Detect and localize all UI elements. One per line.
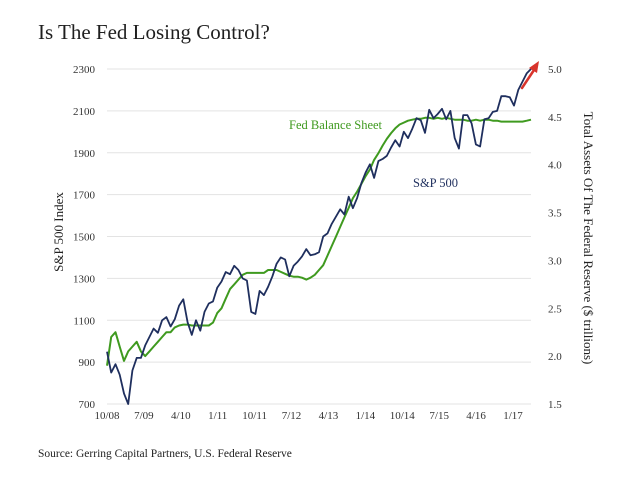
fed-balance-sheet-annotation: Fed Balance Sheet [289,118,383,132]
x-tick-label: 1/11 [208,410,227,422]
x-tick-label: 1/17 [503,410,523,422]
x-tick-label: 4/10 [171,410,191,422]
x-tick-label: 4/16 [466,410,486,422]
series-lines [106,68,532,405]
x-tick-label: 7/12 [282,410,302,422]
chart-title: Is The Fed Losing Control? [38,20,270,44]
x-tick-label: 7/15 [429,410,449,422]
red-arrow-icon [520,61,539,90]
source-note: Source: Gerring Capital Partners, U.S. F… [38,448,292,460]
y2-tick-label: 2.0 [548,351,562,363]
x-axis-ticks: 10/08 7/09 4/10 1/11 10/11 7/12 4/13 1/14 10/14 7… [94,410,523,422]
y-tick-label: 900 [79,357,96,369]
y2-tick-label: 4.0 [548,160,562,172]
y-tick-label: 1100 [73,315,95,327]
fed-balance-sheet-line [106,116,532,366]
right-axis-ticks: 1.5 2.0 2.5 3.0 3.5 4.0 4.5 5.0 [548,64,562,411]
sp500-annotation: S&P 500 [413,176,458,190]
x-tick-label: 10/11 [242,410,267,422]
y-tick-label: 2100 [73,106,96,118]
y-tick-label: 1300 [73,273,96,285]
x-tick-label: 10/08 [94,410,120,422]
x-tick-label: 4/13 [319,410,339,422]
y2-tick-label: 3.5 [548,208,562,220]
left-axis-ticks: 700 900 1100 1300 1500 1700 1900 2100 2300 [73,64,96,411]
x-tick-label: 10/14 [390,410,416,422]
y2-tick-label: 1.5 [548,399,562,411]
sp500-line [106,68,532,405]
y2-tick-label: 4.5 [548,112,562,124]
y-tick-label: 700 [79,399,96,411]
y2-tick-label: 5.0 [548,64,562,76]
y-tick-label: 1700 [73,190,96,202]
x-tick-label: 7/09 [134,410,154,422]
y-tick-label: 1900 [73,148,96,160]
x-tick-label: 1/14 [356,410,376,422]
grid-lines [107,68,531,405]
y2-tick-label: 2.5 [548,303,562,315]
y-tick-label: 2300 [73,64,96,76]
y-tick-label: 1500 [73,232,96,244]
left-axis-label: S&P 500 Index [51,192,66,272]
y2-tick-label: 3.0 [548,255,562,267]
right-axis-label: Total Assets Of The Federal Reserve ($ t… [581,112,596,365]
